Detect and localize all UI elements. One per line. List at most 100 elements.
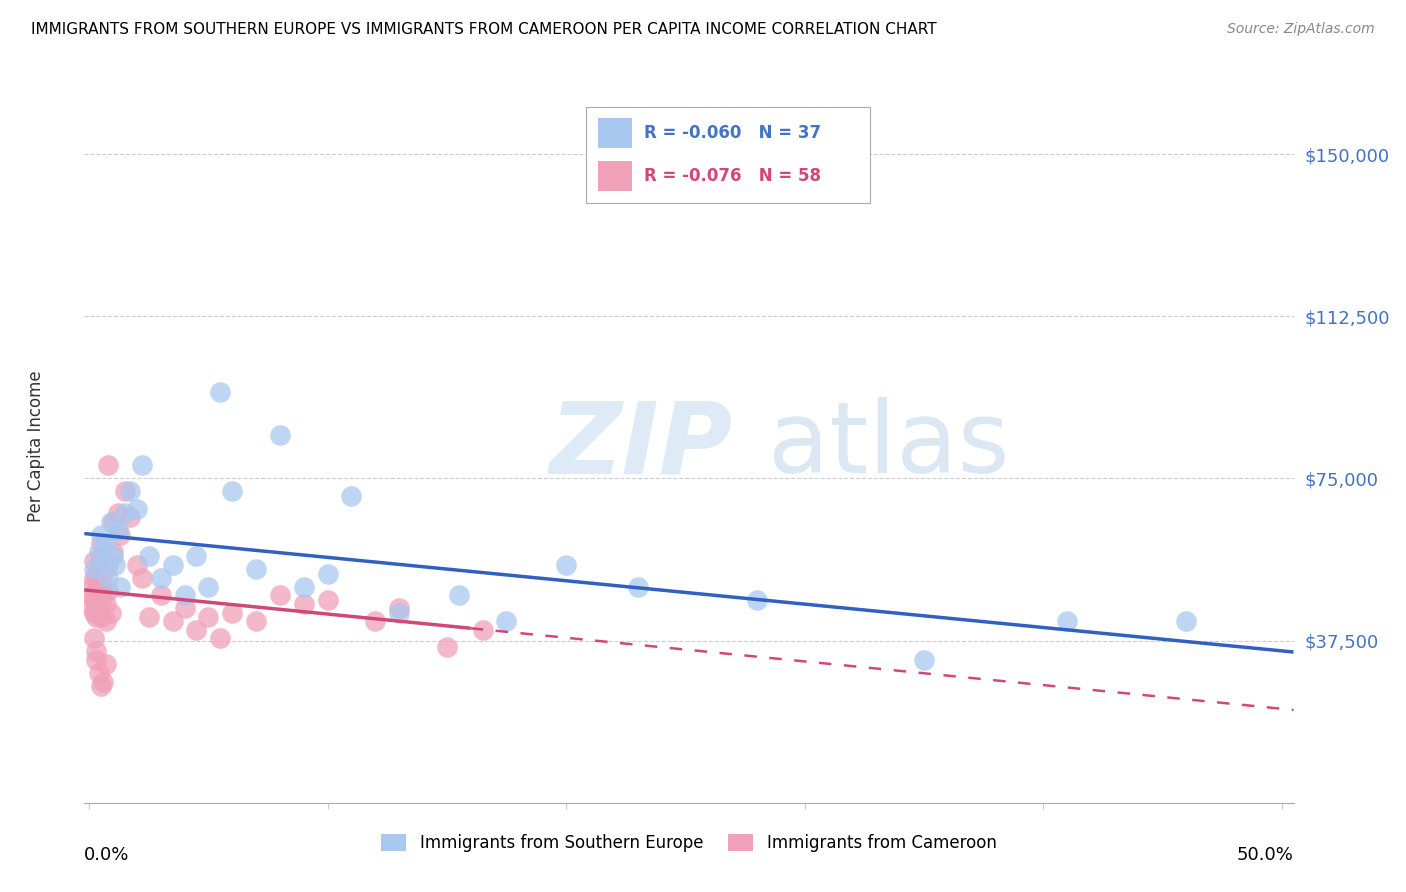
Point [101, 549, 124, 564]
Point [131, 458, 153, 473]
Point [90, 679, 112, 693]
Point [173, 601, 195, 615]
Point [269, 588, 291, 602]
Point [100, 606, 122, 620]
Point [149, 571, 172, 585]
Point [97, 458, 120, 473]
FancyBboxPatch shape [599, 119, 633, 148]
Point [84, 597, 107, 611]
Point [97, 558, 120, 572]
Point [197, 610, 219, 624]
Point [80, 580, 103, 594]
Point [149, 588, 172, 602]
Point [388, 606, 411, 620]
Point [83, 553, 105, 567]
Point [94, 657, 117, 672]
Point [316, 592, 339, 607]
Point [138, 549, 160, 564]
Point [245, 562, 267, 576]
Point [93, 674, 115, 689]
Point [186, 623, 208, 637]
Point [447, 588, 470, 602]
Point [108, 580, 131, 594]
Point [627, 580, 650, 594]
Point [90, 549, 112, 564]
Point [83, 571, 105, 585]
Point [107, 524, 129, 538]
Point [87, 545, 110, 559]
Point [94, 536, 117, 550]
Point [94, 614, 117, 628]
Point [83, 606, 105, 620]
Point [93, 566, 115, 581]
Point [101, 515, 124, 529]
Text: 0.0%: 0.0% [84, 846, 129, 863]
Point [269, 428, 291, 442]
Point [1056, 614, 1078, 628]
Point [221, 606, 243, 620]
Point [90, 610, 112, 624]
Point [87, 601, 110, 615]
Point [114, 506, 136, 520]
Point [83, 632, 105, 646]
Point [107, 506, 129, 520]
Point [97, 571, 120, 585]
FancyBboxPatch shape [586, 107, 870, 203]
Point [93, 588, 115, 602]
Point [80, 588, 103, 602]
Point [84, 566, 107, 581]
Point [555, 558, 578, 572]
Text: Per Capita Income: Per Capita Income [27, 370, 45, 522]
Point [340, 489, 363, 503]
Point [94, 597, 117, 611]
Text: R = -0.060   N = 37: R = -0.060 N = 37 [644, 125, 821, 143]
Legend: Immigrants from Southern Europe, Immigrants from Cameroon: Immigrants from Southern Europe, Immigra… [375, 827, 1002, 859]
Point [221, 484, 243, 499]
Point [100, 515, 122, 529]
Point [80, 601, 103, 615]
Point [1175, 614, 1198, 628]
Point [87, 558, 110, 572]
Point [131, 571, 153, 585]
Point [97, 583, 120, 598]
Point [912, 653, 935, 667]
Point [471, 623, 494, 637]
Point [90, 527, 112, 541]
Point [118, 484, 141, 499]
Text: IMMIGRANTS FROM SOUTHERN EUROPE VS IMMIGRANTS FROM CAMEROON PER CAPITA INCOME CO: IMMIGRANTS FROM SOUTHERN EUROPE VS IMMIG… [31, 22, 936, 37]
Point [292, 580, 315, 594]
Point [90, 536, 112, 550]
Point [495, 614, 517, 628]
Point [87, 575, 110, 590]
Point [118, 510, 141, 524]
Point [87, 666, 110, 681]
Point [87, 588, 110, 602]
Point [108, 527, 131, 541]
Point [162, 558, 184, 572]
Text: ZIP: ZIP [550, 398, 733, 494]
Point [125, 501, 148, 516]
Text: Source: ZipAtlas.com: Source: ZipAtlas.com [1227, 22, 1375, 37]
Text: atlas: atlas [768, 398, 1010, 494]
Point [125, 558, 148, 572]
Point [173, 588, 195, 602]
Point [83, 592, 105, 607]
Point [84, 583, 107, 598]
Point [292, 597, 315, 611]
Point [101, 545, 124, 559]
Point [745, 592, 768, 607]
Point [93, 553, 115, 567]
FancyBboxPatch shape [599, 161, 633, 191]
Point [245, 614, 267, 628]
Point [84, 610, 107, 624]
Text: R = -0.076   N = 58: R = -0.076 N = 58 [644, 168, 821, 186]
Point [364, 614, 387, 628]
Point [84, 653, 107, 667]
Point [90, 580, 112, 594]
Point [138, 610, 160, 624]
Point [209, 384, 232, 399]
Point [186, 549, 208, 564]
Point [209, 632, 232, 646]
Point [114, 484, 136, 499]
Point [84, 644, 107, 658]
